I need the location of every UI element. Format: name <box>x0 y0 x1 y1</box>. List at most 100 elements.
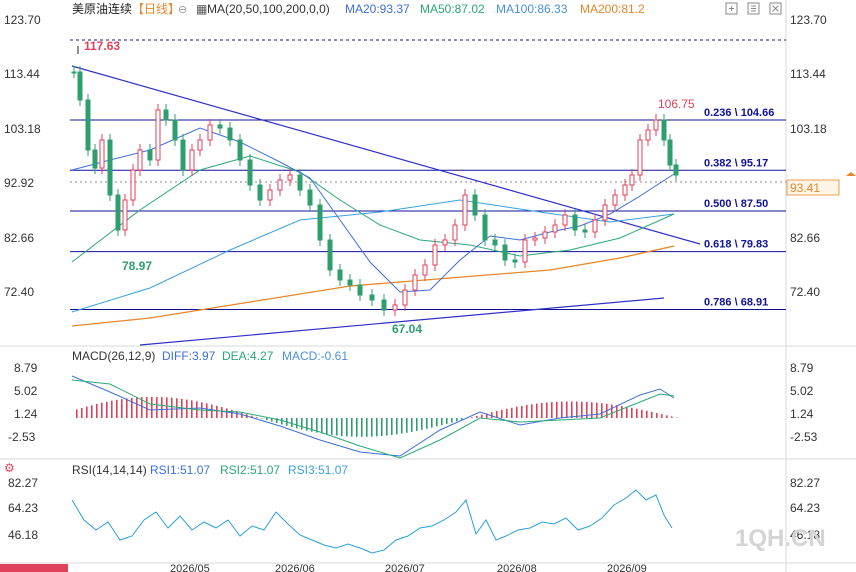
macd-bar <box>431 418 433 428</box>
y-tick-right: 72.40 <box>790 285 820 299</box>
candle <box>582 229 588 233</box>
macd-dea: DEA:4.27 <box>222 349 274 363</box>
macd-bar <box>381 418 383 437</box>
macd-bar <box>396 418 398 435</box>
settings-icon[interactable] <box>747 2 760 15</box>
macd-bar <box>336 418 338 436</box>
macd-tick-right: -2.53 <box>790 430 818 444</box>
macd-bar <box>456 418 458 422</box>
current-price-tag <box>786 179 840 196</box>
macd-bar <box>641 409 643 418</box>
fib-label: 0.500 \ 87.50 <box>704 198 768 210</box>
close-icon[interactable] <box>769 2 782 15</box>
rsi-tick-right: 82.27 <box>790 476 820 490</box>
macd-bar <box>151 396 153 418</box>
macd-bar <box>156 396 158 418</box>
macd-bar <box>541 403 543 418</box>
ma200-line <box>71 245 675 327</box>
macd-bar <box>261 418 263 419</box>
macd-bar <box>391 418 393 435</box>
candle <box>645 129 651 141</box>
macd-bar <box>451 418 453 423</box>
candle <box>347 279 353 286</box>
y-tick-left: 82.66 <box>4 231 34 245</box>
candle <box>562 214 568 226</box>
macd-bar <box>126 398 128 418</box>
candle <box>472 194 478 216</box>
candle <box>512 259 518 263</box>
macd-bar <box>476 415 478 418</box>
macd-bar <box>561 401 563 418</box>
candle <box>172 119 178 141</box>
macd-bar <box>311 418 313 432</box>
fib-levels: 0.236 \ 104.66 0.382 \ 95.17 0.500 \ 87.50… <box>70 107 786 311</box>
candle <box>673 164 679 176</box>
candle <box>422 264 428 276</box>
macd-bar <box>251 415 253 418</box>
candle <box>392 304 398 311</box>
macd-bar <box>446 418 448 424</box>
macd-bar <box>511 407 513 418</box>
macd-bar <box>211 404 213 418</box>
rsi-settings-icon[interactable]: ⚙ <box>4 461 15 475</box>
macd-bar <box>401 418 403 434</box>
macd-bar <box>621 405 623 418</box>
candle <box>180 139 186 171</box>
macd-bar <box>531 404 533 418</box>
candle <box>629 174 635 186</box>
x-tick: 2026/06 <box>275 563 315 572</box>
ma-settings-icon[interactable]: ▦ <box>196 2 207 16</box>
toggle-icon[interactable]: ⊖ <box>178 4 187 16</box>
candle <box>462 194 468 226</box>
macd-bar <box>656 413 658 418</box>
candle <box>452 224 458 241</box>
expand-icon[interactable] <box>725 2 738 15</box>
macd-bar <box>386 418 388 436</box>
macd-bar <box>526 405 528 418</box>
x-tick: 2026/07 <box>385 563 425 572</box>
candle <box>107 139 113 196</box>
macd-bar <box>346 418 348 437</box>
macd-bar <box>491 412 493 418</box>
candle <box>572 214 578 231</box>
candle <box>522 239 528 263</box>
macd-bar <box>266 418 268 421</box>
macd-tick-right: 1.24 <box>790 407 814 421</box>
macd-tick-left: -2.53 <box>8 430 36 444</box>
candle <box>622 184 628 196</box>
current-price-label: 93.41 <box>790 181 820 195</box>
macd-bar <box>566 401 568 418</box>
macd-bar <box>546 402 548 418</box>
ma20-value: MA20:93.37 <box>345 2 410 16</box>
macd-bar <box>111 400 113 418</box>
macd-bar <box>671 416 673 418</box>
candle <box>115 194 121 231</box>
macd-bar <box>636 408 638 418</box>
macd-tick-right: 5.02 <box>790 384 814 398</box>
rsi-title: RSI(14,14,14) <box>72 463 147 477</box>
candle <box>92 149 98 169</box>
candle <box>432 244 438 266</box>
candle <box>189 149 195 171</box>
candle <box>147 149 153 161</box>
period-label[interactable]: 【日线】 <box>132 2 180 16</box>
macd-diff: DIFF:3.97 <box>162 349 216 363</box>
y-tick-right: 123.70 <box>790 13 827 27</box>
candle <box>337 269 343 281</box>
macd-bar <box>426 418 428 429</box>
candle <box>155 109 161 161</box>
macd-tick-left: 1.24 <box>14 407 38 421</box>
macd-bar <box>321 418 323 434</box>
macd-bar <box>581 401 583 418</box>
macd-bar <box>556 401 558 418</box>
macd-bar <box>221 407 223 418</box>
price-marker-icon <box>846 172 856 176</box>
macd-bar <box>231 409 233 418</box>
candle <box>667 139 673 166</box>
macd-bar <box>501 409 503 418</box>
macd-bar <box>481 414 483 418</box>
macd-bar <box>236 411 238 418</box>
macd-dea-line <box>71 379 675 459</box>
candle <box>369 294 375 301</box>
candle <box>602 204 608 221</box>
